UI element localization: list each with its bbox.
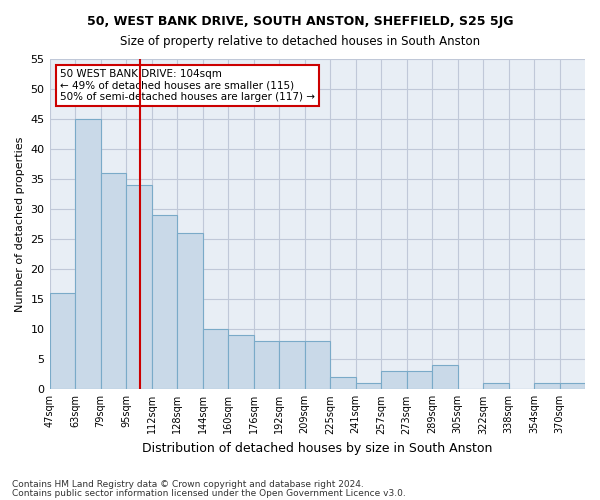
Bar xyxy=(560,384,585,390)
X-axis label: Distribution of detached houses by size in South Anston: Distribution of detached houses by size … xyxy=(142,442,493,455)
Bar xyxy=(407,372,432,390)
Bar xyxy=(330,378,356,390)
Bar xyxy=(152,215,177,390)
Bar xyxy=(356,384,381,390)
Bar xyxy=(101,173,126,390)
Bar xyxy=(228,336,254,390)
Bar xyxy=(432,366,458,390)
Bar xyxy=(177,233,203,390)
Bar xyxy=(203,330,228,390)
Text: Contains HM Land Registry data © Crown copyright and database right 2024.: Contains HM Land Registry data © Crown c… xyxy=(12,480,364,489)
Text: 50 WEST BANK DRIVE: 104sqm
← 49% of detached houses are smaller (115)
50% of sem: 50 WEST BANK DRIVE: 104sqm ← 49% of deta… xyxy=(60,69,315,102)
Bar xyxy=(50,293,75,390)
Bar xyxy=(534,384,560,390)
Bar xyxy=(75,119,101,390)
Bar xyxy=(254,342,279,390)
Text: Contains public sector information licensed under the Open Government Licence v3: Contains public sector information licen… xyxy=(12,488,406,498)
Bar xyxy=(305,342,330,390)
Text: Size of property relative to detached houses in South Anston: Size of property relative to detached ho… xyxy=(120,35,480,48)
Bar xyxy=(126,185,152,390)
Bar xyxy=(483,384,509,390)
Bar xyxy=(381,372,407,390)
Text: 50, WEST BANK DRIVE, SOUTH ANSTON, SHEFFIELD, S25 5JG: 50, WEST BANK DRIVE, SOUTH ANSTON, SHEFF… xyxy=(87,15,513,28)
Bar xyxy=(279,342,305,390)
Y-axis label: Number of detached properties: Number of detached properties xyxy=(15,136,25,312)
